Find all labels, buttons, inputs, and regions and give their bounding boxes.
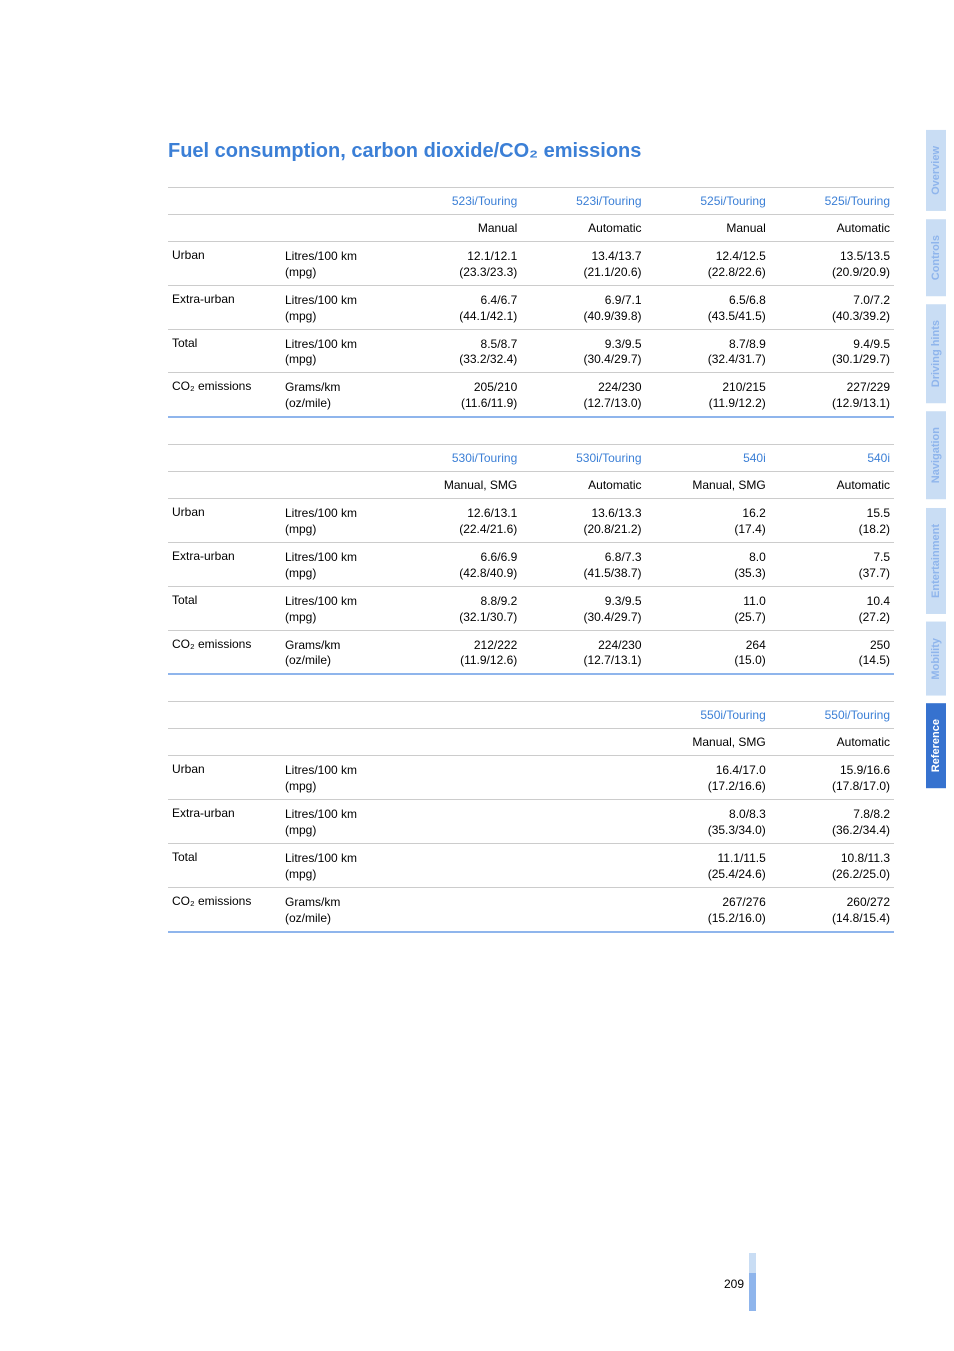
row-label: Total [168,329,281,373]
cell-value: 210/215(11.9/12.2) [646,373,770,417]
row-unit: Litres/100 km(mpg) [281,285,397,329]
row-label: Extra-urban [168,800,281,844]
row-label: Extra-urban [168,285,281,329]
cell-value: 6.9/7.1(40.9/39.8) [521,285,645,329]
tab-reference[interactable]: Reference [926,703,946,788]
cell-value: 8.0/8.3(35.3/34.0) [646,800,770,844]
tab-navigation[interactable]: Navigation [926,411,946,499]
cell-value: 13.5/13.5(20.9/20.9) [770,242,894,286]
col-header: 525i/Touring [770,188,894,215]
row-label: CO₂ emissions [168,630,281,674]
col-subheader: Manual, SMG [646,472,770,499]
cell-value: 7.5(37.7) [770,542,894,586]
tab-overview[interactable]: Overview [926,130,946,211]
cell-value: 7.8/8.2(36.2/34.4) [770,800,894,844]
cell-value: 15.5(18.2) [770,499,894,543]
fuel-table-3: 550i/Touring 550i/Touring Manual, SMG Au… [168,701,894,932]
cell-value: 227/229(12.9/13.1) [770,373,894,417]
fuel-table-1: 523i/Touring 523i/Touring 525i/Touring 5… [168,187,894,418]
col-subheader: Manual, SMG [646,729,770,756]
cell-value: 8.7/8.9(32.4/31.7) [646,329,770,373]
fuel-table-2: 530i/Touring 530i/Touring 540i 540i Manu… [168,444,894,675]
cell-value: 12.4/12.5(22.8/22.6) [646,242,770,286]
page-indicator [749,1273,756,1311]
cell-value: 6.8/7.3(41.5/38.7) [521,542,645,586]
cell-value: 264(15.0) [646,630,770,674]
row-unit: Litres/100 km(mpg) [281,542,397,586]
row-unit: Litres/100 km(mpg) [281,843,397,887]
cell-value: 16.4/17.0(17.2/16.6) [646,756,770,800]
tab-driving-hints[interactable]: Driving hints [926,304,946,403]
side-tabs: Overview Controls Driving hints Navigati… [926,130,954,796]
row-label: Total [168,843,281,887]
col-header: 530i/Touring [521,445,645,472]
col-subheader: Automatic [770,729,894,756]
cell-value: 8.5/8.7(33.2/32.4) [397,329,521,373]
cell-value: 15.9/16.6(17.8/17.0) [770,756,894,800]
col-subheader: Automatic [521,472,645,499]
col-header: 523i/Touring [521,188,645,215]
cell-value: 8.0(35.3) [646,542,770,586]
cell-value: 10.8/11.3(26.2/25.0) [770,843,894,887]
col-subheader: Manual [646,215,770,242]
col-header: 550i/Touring [646,702,770,729]
cell-value: 250(14.5) [770,630,894,674]
row-label: Urban [168,499,281,543]
page-number: 209 [724,1277,744,1291]
col-header: 540i [770,445,894,472]
col-header: 550i/Touring [770,702,894,729]
row-unit: Litres/100 km(mpg) [281,499,397,543]
tab-controls[interactable]: Controls [926,219,946,296]
page-title: Fuel consumption, carbon dioxide/CO₂ emi… [168,140,894,163]
page-indicator-light [749,1253,756,1273]
cell-value: 6.4/6.7(44.1/42.1) [397,285,521,329]
cell-value: 13.6/13.3(20.8/21.2) [521,499,645,543]
row-unit: Grams/km(oz/mile) [281,373,397,417]
row-label: CO₂ emissions [168,887,281,931]
row-unit: Litres/100 km(mpg) [281,756,397,800]
cell-value: 6.5/6.8(43.5/41.5) [646,285,770,329]
cell-value: 11.0(25.7) [646,586,770,630]
col-subheader: Manual, SMG [397,472,521,499]
cell-value: 7.0/7.2(40.3/39.2) [770,285,894,329]
col-header: 525i/Touring [646,188,770,215]
cell-value: 212/222(11.9/12.6) [397,630,521,674]
cell-value: 12.1/12.1(23.3/23.3) [397,242,521,286]
col-subheader: Manual [397,215,521,242]
cell-value: 10.4(27.2) [770,586,894,630]
col-header: 540i [646,445,770,472]
cell-value: 6.6/6.9(42.8/40.9) [397,542,521,586]
cell-value: 11.1/11.5(25.4/24.6) [646,843,770,887]
cell-value: 9.3/9.5(30.4/29.7) [521,586,645,630]
row-label: Urban [168,756,281,800]
col-subheader: Automatic [770,215,894,242]
col-header: 530i/Touring [397,445,521,472]
row-unit: Litres/100 km(mpg) [281,329,397,373]
row-unit: Grams/km(oz/mile) [281,630,397,674]
tab-mobility[interactable]: Mobility [926,622,946,696]
cell-value: 267/276(15.2/16.0) [646,887,770,931]
cell-value: 224/230(12.7/13.1) [521,630,645,674]
col-header: 523i/Touring [397,188,521,215]
cell-value: 8.8/9.2(32.1/30.7) [397,586,521,630]
tab-entertainment[interactable]: Entertainment [926,508,946,614]
row-unit: Litres/100 km(mpg) [281,586,397,630]
cell-value: 9.4/9.5(30.1/29.7) [770,329,894,373]
col-subheader: Automatic [521,215,645,242]
cell-value: 16.2(17.4) [646,499,770,543]
cell-value: 224/230(12.7/13.0) [521,373,645,417]
row-label: Total [168,586,281,630]
row-label: Extra-urban [168,542,281,586]
row-label: Urban [168,242,281,286]
cell-value: 9.3/9.5(30.4/29.7) [521,329,645,373]
cell-value: 260/272(14.8/15.4) [770,887,894,931]
row-unit: Litres/100 km(mpg) [281,800,397,844]
cell-value: 13.4/13.7(21.1/20.6) [521,242,645,286]
col-subheader: Automatic [770,472,894,499]
cell-value: 205/210(11.6/11.9) [397,373,521,417]
cell-value: 12.6/13.1(22.4/21.6) [397,499,521,543]
row-label: CO₂ emissions [168,373,281,417]
row-unit: Grams/km(oz/mile) [281,887,397,931]
row-unit: Litres/100 km(mpg) [281,242,397,286]
